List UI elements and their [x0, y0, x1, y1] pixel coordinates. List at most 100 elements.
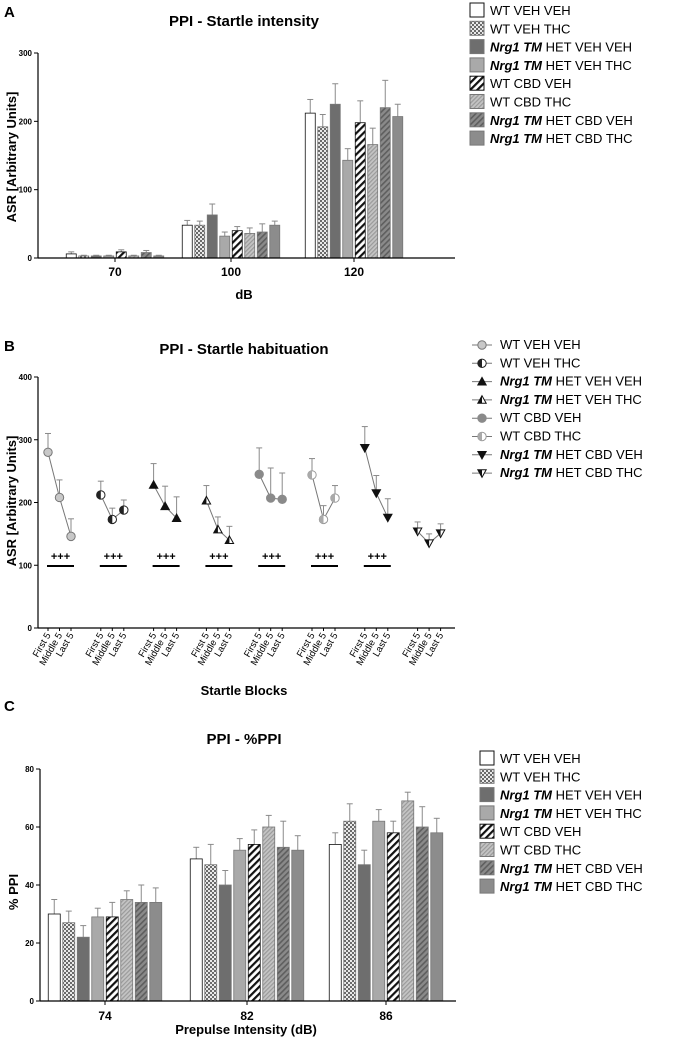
data-point-fill: [477, 432, 482, 441]
data-point-fill: [330, 493, 335, 503]
x-tick-label: 120: [344, 265, 364, 279]
legend-label: Nrg1 TM HET VEH VEH: [500, 788, 642, 803]
bar: [256, 231, 268, 259]
panel-b-chart: PPI - Startle habituation ASR [Arbitrary…: [4, 341, 455, 698]
panel-c-axes: [39, 769, 456, 1002]
legend-label: WT VEH THC: [500, 769, 580, 784]
panel-a-x-ticks: 70 100 120: [108, 258, 364, 279]
legend-label: WT VEH THC: [500, 355, 580, 370]
data-point: [371, 489, 382, 499]
data-point-fill: [424, 539, 430, 548]
panel-a-title: PPI - Startle intensity: [169, 13, 320, 30]
data-point: [54, 492, 65, 503]
data-point: [171, 512, 182, 523]
y-tick-label: 200: [19, 499, 33, 508]
bar: [244, 232, 256, 259]
data-point-fill: [413, 528, 418, 536]
legend-swatch: [479, 878, 495, 894]
bar: [379, 107, 391, 259]
y-tick-label: 0: [28, 254, 33, 263]
legend-swatch: [469, 57, 485, 73]
legend-label: Nrg1 TM HET CBD VEH: [490, 113, 633, 128]
bar: [219, 235, 231, 259]
panel-letter-a: A: [4, 4, 15, 21]
legend-label: WT CBD THC: [490, 95, 571, 110]
y-tick-label: 300: [19, 49, 33, 58]
legend-label: Nrg1 TM HET CBD VEH: [500, 861, 643, 876]
legend-swatch: [479, 805, 495, 821]
legend-label: WT VEH VEH: [500, 751, 581, 766]
data-point: [359, 444, 370, 454]
y-tick-label: 100: [19, 186, 33, 195]
bar: [194, 224, 206, 259]
panel-b-y-ticks: 0 100 200 300 400: [19, 373, 38, 633]
data-point-fill: [119, 505, 124, 515]
legend-label: WT VEH THC: [490, 21, 570, 36]
data-point: [43, 447, 53, 457]
panel-c-y-ticks: 0 20 40 60 80: [25, 765, 40, 1006]
legend-swatch: [479, 842, 495, 857]
panel-b-y-label: ASR [Arbitrary Units]: [4, 436, 19, 567]
legend-label: WT CBD VEH: [500, 824, 581, 839]
panel-letter-b: B: [4, 338, 15, 355]
bar: [231, 230, 243, 259]
bar: [62, 922, 76, 1002]
bar: [105, 916, 119, 1002]
legend-label: Nrg1 TM HET CBD VEH: [500, 447, 643, 462]
y-tick-label: 200: [19, 117, 33, 126]
legend-swatch: [469, 94, 485, 109]
y-tick-label: 0: [30, 997, 35, 1006]
y-tick-label: 400: [19, 373, 33, 382]
significance-mark: +++: [156, 551, 175, 563]
bar: [134, 902, 148, 1002]
panel-c-x-label: Prepulse Intensity (dB): [175, 1022, 317, 1037]
y-tick-label: 20: [25, 939, 34, 948]
bar: [65, 253, 77, 259]
panel-c-legend: WT VEH VEH WT VEH THC Nrg1 TM HET VEH VEH N…: [479, 750, 643, 894]
data-point: [160, 501, 171, 511]
legend-label: Nrg1 TM HET CBD THC: [490, 131, 633, 146]
legend-swatch: [469, 75, 485, 91]
x-tick-label: 100: [221, 265, 241, 279]
bar: [189, 858, 203, 1002]
legend-label: Nrg1 TM HET VEH THC: [500, 392, 642, 407]
panel-c-x-ticks: 74 82 86: [98, 1001, 393, 1023]
bar: [357, 864, 371, 1002]
x-tick-label: 70: [108, 265, 122, 279]
bar: [218, 884, 232, 1002]
legend-label: WT CBD THC: [500, 843, 581, 858]
data-point: [477, 340, 487, 350]
panel-b-axes: [37, 377, 455, 629]
panel-b-series: +++ +++ +++ +++ +++ +++ +++: [43, 426, 446, 567]
legend-swatch: [479, 768, 495, 784]
bar: [291, 849, 305, 1002]
y-tick-label: 40: [25, 881, 34, 890]
bar: [317, 126, 329, 259]
data-point: [266, 493, 276, 503]
legend-label: WT VEH VEH: [500, 337, 581, 352]
data-point-fill: [477, 469, 482, 478]
y-tick-label: 60: [25, 823, 34, 832]
legend-label: WT CBD THC: [500, 429, 581, 444]
data-point-fill: [307, 470, 312, 480]
data-point-fill: [225, 535, 230, 544]
panel-a-axes: [37, 53, 455, 259]
data-point: [254, 469, 264, 479]
bar: [233, 849, 247, 1002]
panel-a-y-ticks: 0 100 200 300: [19, 49, 38, 263]
panel-a-chart: PPI - Startle intensity ASR [Arbitrary U…: [4, 13, 455, 302]
bar: [386, 832, 400, 1002]
bar: [329, 103, 341, 259]
bar: [401, 800, 415, 1002]
legend-label: Nrg1 TM HET VEH VEH: [490, 40, 632, 55]
panel-a-legend: WT VEH VEH WT VEH THC Nrg1 TM HET VEH VEH N…: [469, 2, 633, 146]
bar: [430, 832, 444, 1002]
legend-label: Nrg1 TM HET CBD THC: [500, 879, 643, 894]
data-point: [476, 450, 488, 461]
legend-swatch: [469, 39, 485, 55]
panel-b-x-label: Startle Blocks: [201, 683, 288, 698]
data-point: [66, 531, 76, 542]
bar: [276, 846, 290, 1002]
data-point: [476, 376, 488, 386]
